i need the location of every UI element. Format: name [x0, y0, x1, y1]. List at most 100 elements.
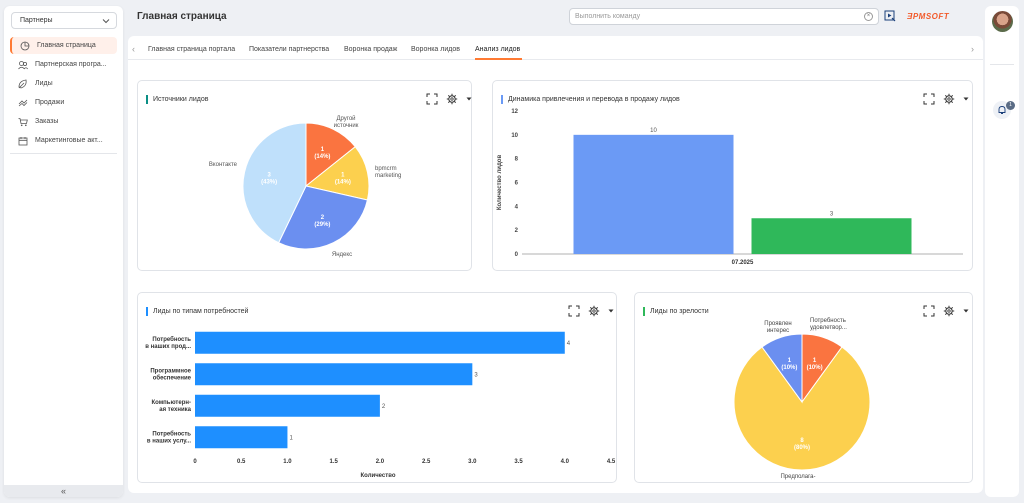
fullscreen-icon[interactable] [568, 305, 580, 317]
y-category-label: ая техника [159, 407, 191, 413]
settings-gear-icon[interactable] [943, 305, 955, 317]
y-category-label: в наших услу... [147, 438, 191, 444]
lead-needs-card: Лиды по типам потребностей 4 Потребность в… [137, 292, 617, 483]
partner-program-icon [18, 60, 28, 70]
tab-leads-analysis[interactable]: Анализ лидов [475, 46, 521, 53]
dashboard-icon [20, 41, 30, 51]
lead-sources-pie-chart: 1(14%)1(14%)2(29%)3(43%)Другойисточникbp… [209, 115, 401, 258]
x-tick-label: 2.5 [422, 459, 431, 465]
y-axis-title: Количество лидов [497, 155, 503, 211]
right-rail: 1 [985, 6, 1019, 497]
bar-value-label: 10 [650, 128, 657, 134]
y-tick-label: 12 [511, 109, 518, 115]
active-tab-indicator [475, 58, 522, 60]
x-tick-label: 0 [193, 459, 197, 465]
sidebar-item-label: Главная страница [37, 42, 96, 49]
bar [195, 331, 565, 354]
slice-value-label: 1 [788, 358, 792, 364]
sidebar-divider [10, 153, 117, 154]
card-title-text: Источники лидов [153, 96, 209, 103]
bar [751, 218, 912, 254]
x-axis-title: Количество [361, 473, 396, 479]
sidebar-item-home[interactable]: Главная страница [10, 37, 117, 54]
slice-category-label: Вконтакте [209, 162, 238, 168]
y-tick-label: 2 [515, 228, 519, 234]
clear-icon[interactable]: × [864, 12, 873, 21]
pie-slice [242, 122, 307, 244]
section-selector[interactable]: Партнеры [11, 12, 117, 29]
fullscreen-icon[interactable] [923, 305, 935, 317]
slice-percent-label: (10%) [781, 365, 797, 371]
bar-value-label: 1 [289, 435, 293, 441]
slice-percent-label: (14%) [335, 180, 351, 186]
slice-category-label: Яндекс [332, 252, 352, 258]
pie-slice [305, 122, 356, 188]
bar [195, 363, 473, 386]
page-title: Главная страница [137, 11, 227, 22]
settings-gear-icon[interactable] [943, 93, 955, 105]
slice-category-label: Другой [336, 115, 355, 122]
tab-leads-funnel[interactable]: Воронка лидов [411, 46, 460, 53]
sidebar-item-orders[interactable]: Заказы [10, 113, 117, 130]
sales-icon [18, 98, 28, 108]
tab-sales-funnel[interactable]: Воронка продаж [344, 46, 398, 53]
y-tick-label: 8 [515, 157, 519, 163]
y-tick-label: 10 [511, 133, 518, 139]
lead-sources-card: Источники лидов 1 (14%) 1 (14%) 2 (29%) 3 (43%)… [137, 80, 472, 271]
slice-category-label: Проявлен [764, 321, 791, 327]
bar-value-label: 4 [567, 341, 571, 347]
y-tick-label: 4 [515, 204, 519, 210]
sidebar-item-leads[interactable]: Лиды [10, 75, 117, 92]
sidebar-item-label: Продажи [35, 99, 65, 106]
tab-portal-home[interactable]: Главная страница портала [148, 46, 236, 53]
x-tick-label: 4.5 [607, 459, 616, 465]
bar-value-label: 3 [830, 211, 834, 217]
sidebar-item-partner-program[interactable]: Партнерская програ... [10, 56, 117, 73]
slice-value-label: 8 [800, 438, 804, 444]
pie-slice [304, 146, 370, 201]
dropdown-caret-icon[interactable] [608, 308, 614, 314]
leads-icon [18, 79, 28, 89]
card-title-text: Лиды по зрелости [650, 308, 709, 315]
sidebar-item-marketing[interactable]: Маркетинговые акт... [10, 132, 117, 149]
pie-slice [733, 346, 871, 471]
fullscreen-icon[interactable] [426, 93, 438, 105]
tabs-scroll-left-icon[interactable]: ‹ [132, 44, 135, 54]
dropdown-caret-icon[interactable] [963, 96, 969, 102]
x-tick-label: 1.0 [283, 459, 292, 465]
chevron-down-icon [102, 18, 110, 23]
dropdown-caret-icon[interactable] [466, 96, 472, 102]
run-command-icon[interactable] [884, 10, 896, 22]
y-category-label: Потребность [152, 430, 191, 437]
sidebar-menu: Главная страница Партнерская програ... Л… [4, 37, 123, 149]
tabs-scroll-right-icon[interactable]: › [971, 44, 974, 54]
tab-partnership-metrics[interactable]: Показатели партнерства [249, 46, 330, 53]
lead-dynamics-card: Динамика привлечения и перевода в продаж… [492, 80, 973, 271]
y-category-label: Потребность [152, 336, 191, 343]
card-title-text: Динамика привлечения и перевода в продаж… [508, 96, 680, 103]
slice-percent-label: (10%) [807, 365, 823, 371]
dropdown-caret-icon[interactable] [963, 308, 969, 314]
lead-maturity-card: Лиды по зрелости 1 (10%) 8 (80%) 1 (10%) Потре… [634, 292, 973, 484]
main-content: ‹ Главная страница портала Показатели па… [128, 36, 983, 493]
sidebar-item-sales[interactable]: Продажи [10, 94, 117, 111]
sidebar-item-label: Заказы [35, 118, 59, 125]
command-input[interactable]: Выполнить команду × [569, 8, 879, 25]
brand-logo: ƎPMSOFT [907, 12, 950, 21]
bar [195, 394, 380, 417]
settings-gear-icon[interactable] [446, 93, 458, 105]
card-title: Лиды по зрелости [643, 307, 709, 316]
card-tools [426, 93, 472, 105]
lead-dynamics-bar-chart: 0 2 4 6 8 10 12 10 3 07.2025 Количество лидов [497, 109, 963, 266]
card-title: Источники лидов [146, 95, 208, 104]
settings-gear-icon[interactable] [588, 305, 600, 317]
sidebar-collapse-button[interactable]: « [4, 485, 123, 497]
y-category-label: в наших прод... [145, 344, 191, 350]
slice-percent-label: (14%) [314, 154, 330, 160]
fullscreen-icon[interactable] [923, 93, 935, 105]
slice-category-label: удовлетвор... [810, 325, 847, 331]
avatar[interactable] [992, 11, 1013, 32]
y-category-label: Компьютерн- [151, 400, 191, 406]
y-category-label: обеспечение [153, 374, 192, 381]
slice-value-label: 1 [321, 147, 325, 153]
